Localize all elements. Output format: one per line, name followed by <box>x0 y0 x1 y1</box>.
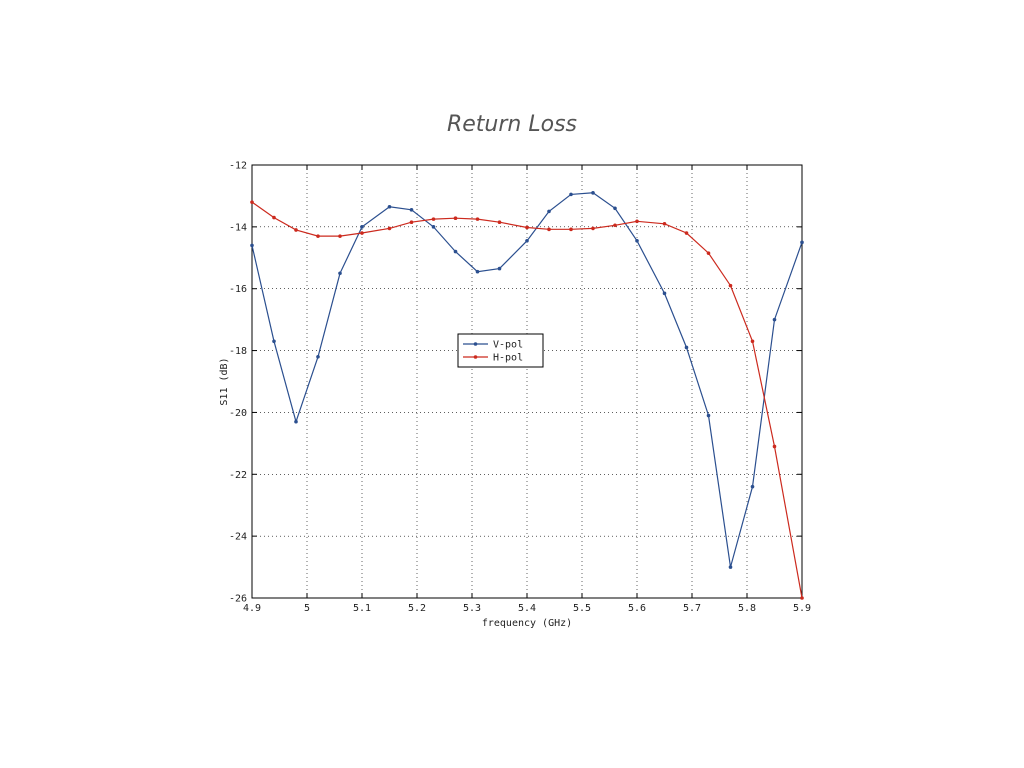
legend: V-pol H-pol <box>457 333 544 368</box>
data-point-h-pol <box>387 226 392 231</box>
legend-marker-v-pol <box>473 342 478 346</box>
series-line-v-pol <box>251 192 803 568</box>
data-point-v-pol <box>750 484 755 489</box>
data-point-h-pol <box>662 221 667 226</box>
data-point-h-pol <box>272 215 276 220</box>
y-tick-label: -20 <box>229 408 247 419</box>
y-tick-label: -14 <box>229 222 247 233</box>
y-axis-label: S11 (dB) <box>219 357 230 405</box>
data-point-v-pol <box>360 225 364 229</box>
x-tick-label: 5.9 <box>793 603 811 614</box>
data-point-h-pol <box>409 220 414 225</box>
chart-title: Return Loss <box>446 112 577 137</box>
legend-label-h-pol: H-pol <box>493 353 523 364</box>
data-point-v-pol <box>613 206 617 211</box>
data-point-v-pol <box>409 208 414 212</box>
data-point-v-pol <box>294 419 298 424</box>
data-point-h-pol <box>338 234 342 238</box>
data-point-v-pol <box>272 339 276 344</box>
data-point-v-pol <box>728 565 733 569</box>
y-tick-label: -26 <box>229 594 247 605</box>
data-point-h-pol <box>800 596 804 600</box>
x-tick-label: 5.8 <box>738 603 756 614</box>
data-point-v-pol <box>338 271 342 276</box>
data-point-h-pol <box>547 227 551 232</box>
data-point-v-pol <box>772 317 777 322</box>
series-group <box>250 191 804 600</box>
data-point-v-pol <box>387 204 392 209</box>
legend-box <box>457 333 544 368</box>
data-point-v-pol <box>635 238 639 243</box>
data-point-h-pol <box>684 231 689 235</box>
x-tick-label: 5 <box>304 603 310 614</box>
grid-lines <box>252 165 802 598</box>
data-point-h-pol <box>525 225 529 230</box>
x-tick-label: 4.9 <box>243 603 261 614</box>
data-point-h-pol <box>250 200 254 204</box>
data-point-v-pol <box>497 266 502 271</box>
data-point-h-pol <box>591 226 595 231</box>
data-point-v-pol <box>453 249 458 254</box>
data-point-v-pol <box>316 354 320 359</box>
data-point-v-pol <box>525 238 529 243</box>
x-tick-label: 5.6 <box>628 603 646 614</box>
data-point-v-pol <box>706 413 711 418</box>
y-tick-label: -18 <box>229 346 247 357</box>
data-point-h-pol <box>453 216 458 220</box>
x-tick-label: 5.4 <box>518 603 536 614</box>
x-tick-label: 5.7 <box>683 603 701 614</box>
data-point-h-pol <box>772 444 777 449</box>
data-point-v-pol <box>684 345 689 350</box>
x-tick-label: 5.5 <box>573 603 591 614</box>
data-point-v-pol <box>431 225 436 229</box>
data-point-v-pol <box>662 291 667 296</box>
y-tick-label: -12 <box>229 161 247 172</box>
data-point-h-pol <box>431 217 436 221</box>
data-point-v-pol <box>547 209 551 214</box>
y-tick-label: -24 <box>229 532 247 543</box>
data-point-h-pol <box>613 223 617 228</box>
data-point-v-pol <box>800 240 804 245</box>
data-point-h-pol <box>750 339 755 344</box>
x-tick-label: 5.2 <box>408 603 426 614</box>
data-point-h-pol <box>497 220 502 225</box>
y-tick-label: -16 <box>229 284 247 295</box>
x-tick-label: 5.3 <box>463 603 481 614</box>
data-point-h-pol <box>706 251 711 255</box>
data-point-h-pol <box>360 231 364 235</box>
data-point-h-pol <box>635 219 639 224</box>
data-point-h-pol <box>316 234 320 238</box>
data-point-h-pol <box>728 283 733 288</box>
data-point-v-pol <box>569 192 573 197</box>
data-point-h-pol <box>569 227 573 232</box>
data-point-h-pol <box>475 217 480 221</box>
data-point-v-pol <box>591 191 595 195</box>
x-tick-label: 5.1 <box>353 603 371 614</box>
axis-ticks: 4.9 5 5.1 5.2 5.3 5.4 5.5 5.6 5.7 5.8 5.9 -12 -14 -16… <box>229 161 811 615</box>
x-axis-label: frequency (GHz) <box>482 618 572 629</box>
legend-label-v-pol: V-pol <box>493 340 523 351</box>
legend-marker-h-pol <box>473 355 478 359</box>
data-point-h-pol <box>294 228 298 232</box>
y-tick-label: -22 <box>229 470 247 481</box>
data-point-v-pol <box>250 243 254 248</box>
data-point-v-pol <box>475 269 480 274</box>
